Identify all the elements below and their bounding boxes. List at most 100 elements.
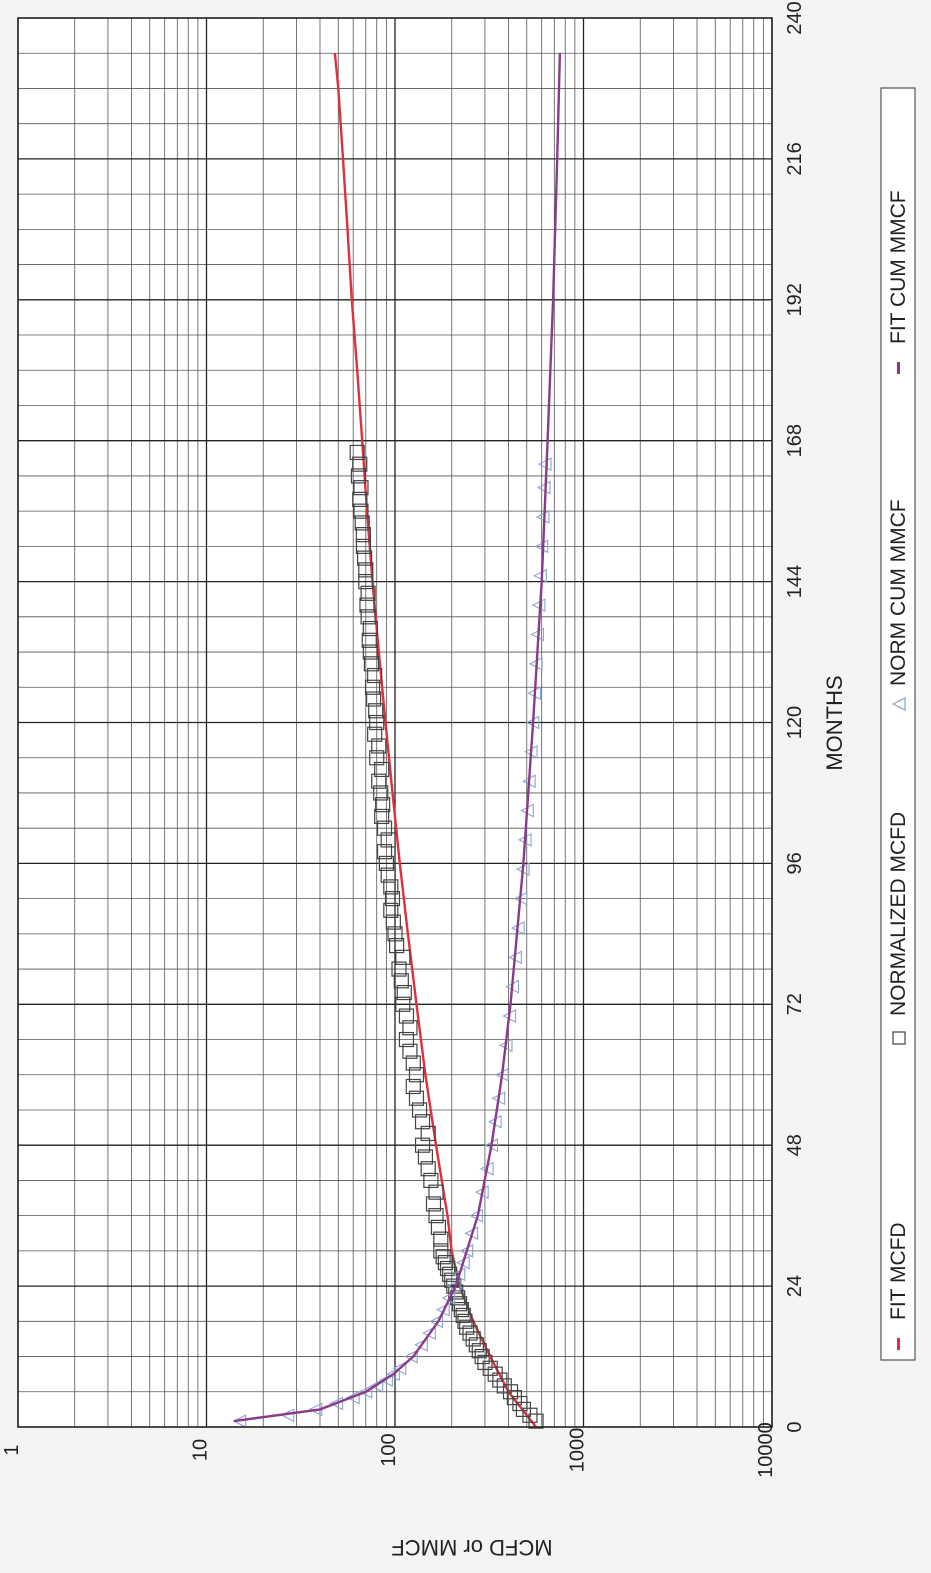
- normalized-mcfd-point: [457, 1313, 473, 1329]
- x-tick-label: 120: [784, 706, 806, 739]
- x-tick-label: 0: [784, 1421, 806, 1432]
- normalized-mcfd-point: [391, 961, 407, 977]
- normalized-mcfd-point: [482, 1360, 498, 1376]
- normalized-mcfd-point: [451, 1296, 468, 1312]
- normalized-mcfd-point: [428, 1184, 444, 1200]
- normalized-mcfd-point: [355, 538, 372, 554]
- norm-cum-mmcf-point: [358, 1384, 373, 1399]
- legend-label-normalized-mcfd: NORMALIZED MCFD: [887, 812, 910, 1016]
- y-tick-label: 10: [190, 1439, 212, 1461]
- normalized-mcfd-point: [395, 996, 411, 1012]
- norm-cum-mmcf-point: [533, 568, 547, 583]
- normalized-mcfd-point: [396, 984, 412, 1001]
- normalized-mcfd-point: [433, 1243, 449, 1259]
- normalized-mcfd-point: [360, 609, 376, 625]
- normalized-mcfd-point: [354, 515, 370, 531]
- normalized-mcfd-point: [455, 1307, 471, 1324]
- normalized-mcfd-point: [355, 527, 372, 543]
- x-tick-label: 72: [784, 993, 806, 1015]
- normalized-mcfd-point: [367, 667, 383, 684]
- normalized-mcfd-point: [402, 1020, 418, 1036]
- normalized-mcfd-point: [389, 937, 405, 954]
- normalized-mcfd-point: [366, 691, 382, 707]
- normalized-mcfd-point: [395, 949, 411, 965]
- legend-swatch-normalized-mcfd: [892, 1031, 906, 1045]
- normalized-mcfd-point: [417, 1149, 434, 1165]
- normalized-mcfd-point: [411, 1102, 428, 1118]
- legend-label-norm-cum-mmcf: NORM CUM MMCF: [887, 499, 910, 686]
- normalized-mcfd-point: [453, 1301, 469, 1318]
- normalized-mcfd-point: [515, 1401, 532, 1417]
- normalized-mcfd-point: [428, 1208, 444, 1224]
- normalized-mcfd-point: [435, 1249, 451, 1265]
- normalized-mcfd-point: [358, 573, 374, 590]
- y-tick-label: 1: [1, 1444, 23, 1455]
- normalized-mcfd-point: [496, 1378, 512, 1394]
- tick-layer: 0 24 48 72 96 120 144 168 192 216 240 1 10 100 1000 100…: [1, 1, 806, 1478]
- normalized-mcfd-point: [398, 1031, 415, 1048]
- legend-box: [880, 87, 916, 1361]
- legend-label-fit-mcfd: FIT MCFD: [887, 1222, 910, 1320]
- normalized-mcfd-point: [408, 1067, 425, 1083]
- series-layer: [232, 53, 562, 1429]
- normalized-mcfd-point: [358, 562, 374, 578]
- normalized-mcfd-point: [364, 679, 381, 695]
- normalized-mcfd-point: [376, 820, 393, 836]
- norm-cum-mmcf-point: [379, 1373, 393, 1387]
- norm-cum-mmcf-point: [414, 1337, 428, 1352]
- y-tick-label: 100: [378, 1433, 400, 1466]
- normalized-mcfd-point: [360, 585, 376, 601]
- normalized-mcfd-point: [353, 503, 369, 519]
- normalized-mcfd-point: [350, 468, 367, 484]
- norm-cum-mmcf-point: [232, 1414, 247, 1429]
- norm-cum-mmcf-point: [537, 457, 552, 472]
- norm-cum-mmcf-point: [534, 539, 549, 554]
- normalized-mcfd-point: [502, 1384, 519, 1400]
- x-tick-label: 168: [784, 424, 806, 457]
- normalized-mcfd-point: [492, 1372, 508, 1388]
- x-tick-label: 192: [784, 283, 806, 316]
- normalized-mcfd-point: [439, 1260, 456, 1277]
- legend: FIT MCFD NORMALIZED MCFD NORM CUM MMCF F…: [880, 87, 916, 1361]
- norm-cum-mmcf-point: [369, 1379, 384, 1393]
- norm-cum-mmcf-point: [392, 1361, 407, 1376]
- normalized-mcfd-point: [462, 1325, 478, 1341]
- normalized-mcfd-point: [437, 1255, 453, 1271]
- normalized-mcfd-point: [384, 891, 401, 907]
- x-tick-label: 144: [784, 565, 806, 598]
- normalized-mcfd-point: [387, 926, 403, 942]
- normalized-mcfd-point: [446, 1278, 462, 1294]
- y-axis-title: MCFD or MMCF: [391, 1535, 552, 1560]
- normalized-mcfd-point: [423, 1172, 439, 1189]
- normalized-mcfd-point: [352, 491, 368, 508]
- normalized-mcfd-point: [383, 879, 399, 895]
- normalized-mcfd-point: [474, 1348, 490, 1365]
- x-axis-title: MONTHS: [822, 675, 847, 770]
- normalized-mcfd-point: [349, 444, 365, 461]
- normalized-mcfd-point: [371, 738, 387, 754]
- y-tick-label: 1000: [567, 1428, 589, 1473]
- normalized-mcfd-point: [442, 1266, 458, 1282]
- normalized-mcfd-point: [362, 644, 378, 660]
- normalized-mcfd-point: [487, 1366, 503, 1382]
- norm-cum-mmcf-point: [280, 1408, 295, 1423]
- normalized-mcfd-point: [405, 1078, 421, 1095]
- normalized-mcfd-point: [357, 550, 373, 566]
- norm-cum-mmcf-point: [329, 1396, 344, 1411]
- normalized-mcfd-point: [363, 656, 380, 672]
- normalized-mcfd-point: [477, 1354, 493, 1371]
- x-tick-label: 240: [784, 1, 806, 34]
- normalized-mcfd-point: [420, 1125, 436, 1142]
- normalized-mcfd-point: [371, 773, 387, 789]
- normalized-mcfd-point: [362, 620, 378, 637]
- normalized-mcfd-point: [468, 1337, 484, 1353]
- normalized-mcfd-point: [433, 1231, 449, 1247]
- normalized-mcfd-point: [374, 761, 390, 778]
- normalized-mcfd-point: [414, 1114, 431, 1130]
- normalized-mcfd-point: [528, 1413, 544, 1429]
- normalized-mcfd-point: [414, 1137, 431, 1153]
- normalized-mcfd-point: [359, 597, 375, 613]
- norm-cum-mmcf-point: [345, 1390, 360, 1405]
- normalized-mcfd-point: [405, 1055, 421, 1071]
- normalized-mcfd-point: [506, 1390, 523, 1406]
